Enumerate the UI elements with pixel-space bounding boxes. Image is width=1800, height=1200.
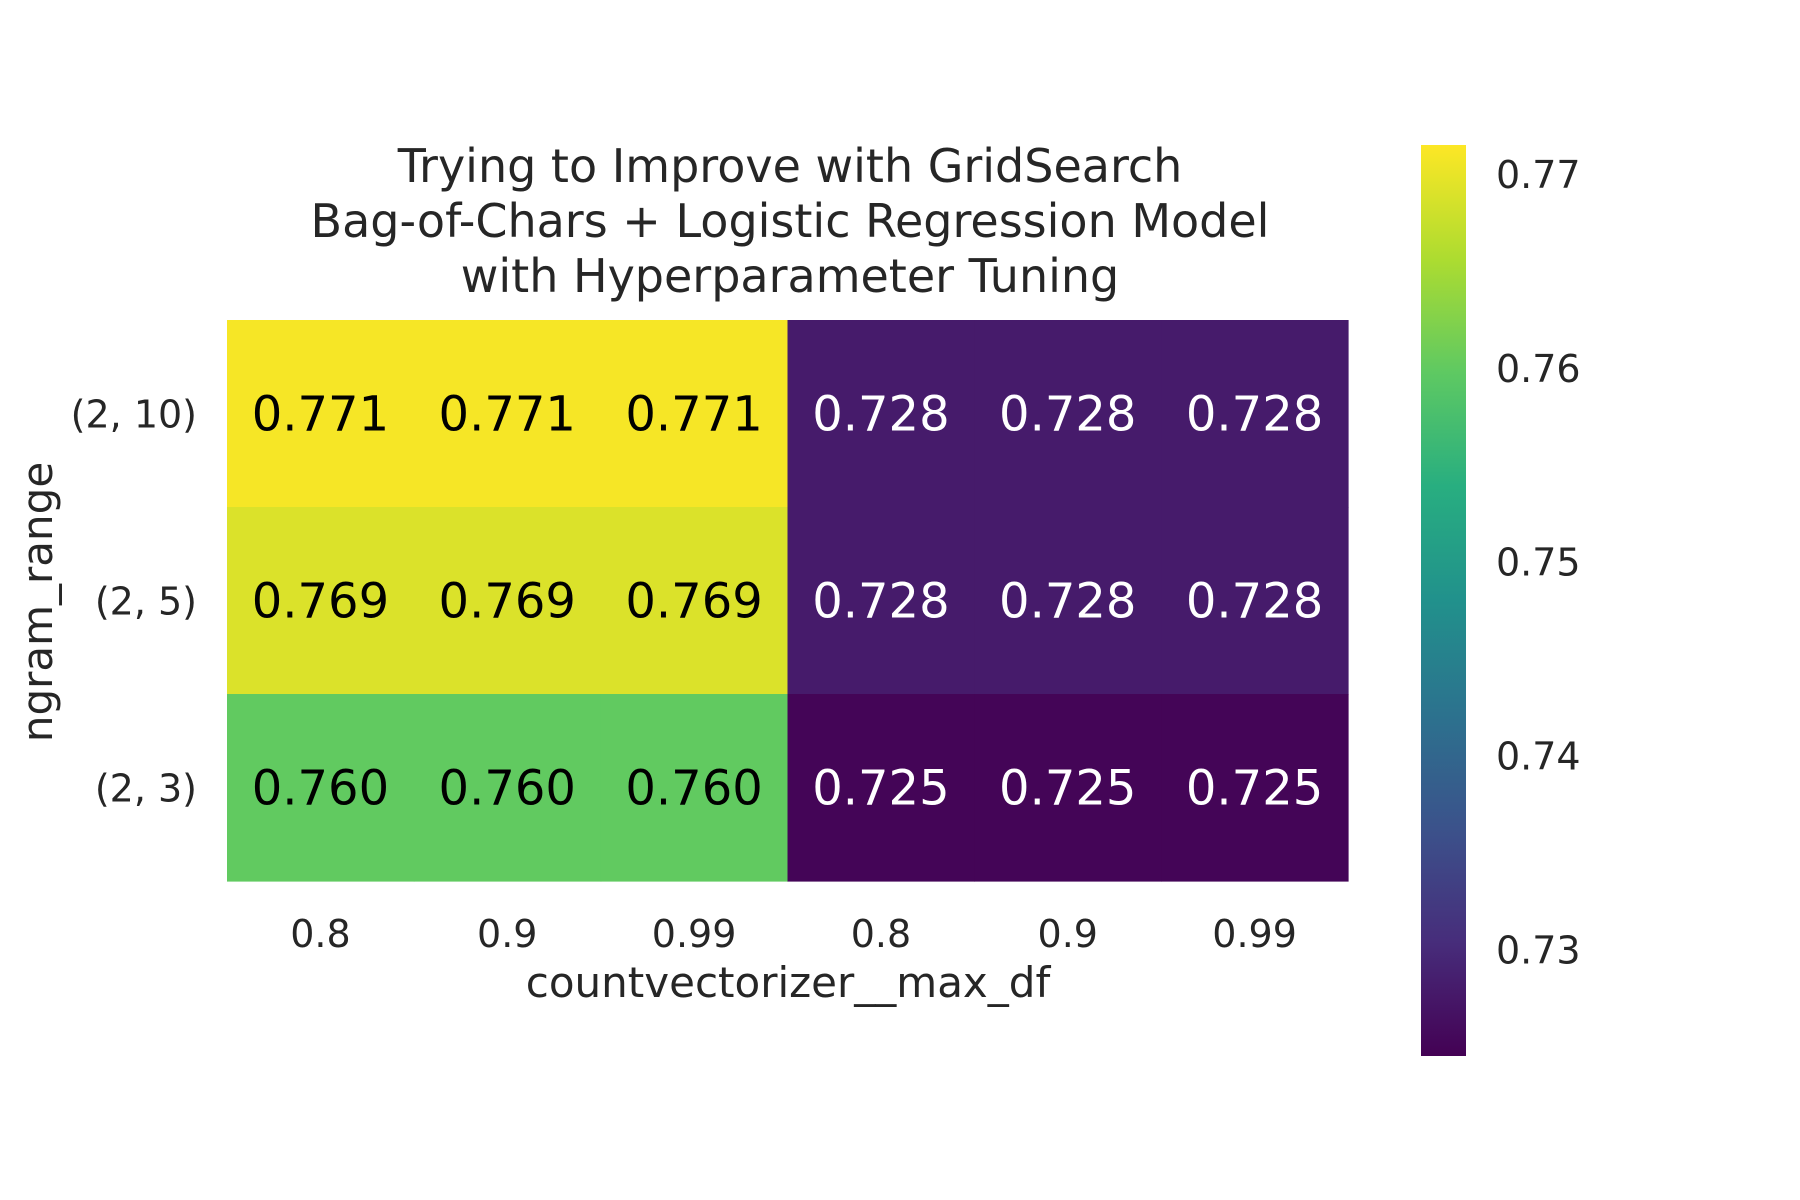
chart-title-line-3: with Hyperparameter Tuning bbox=[461, 249, 1119, 303]
x-tick-label: 0.8 bbox=[290, 912, 350, 956]
heatmap-cell bbox=[413, 320, 602, 508]
heatmap-cell-label: 0.769 bbox=[252, 574, 389, 630]
heatmap-cell bbox=[787, 320, 975, 508]
heatmap-cell bbox=[1161, 507, 1349, 695]
heatmap-cell bbox=[787, 694, 975, 882]
heatmap-cell-label: 0.728 bbox=[1186, 574, 1323, 630]
x-tick-label: 0.99 bbox=[652, 912, 737, 956]
heatmap-cell-label: 0.771 bbox=[252, 387, 389, 443]
heatmap-cells bbox=[227, 320, 1349, 882]
heatmap-cell-labels: 0.771 0.771 0.771 0.728 0.728 0.728 0.769 0.769… bbox=[252, 387, 1324, 817]
colorbar-tick-label: 0.73 bbox=[1496, 928, 1581, 972]
heatmap-cell bbox=[600, 320, 789, 508]
chart-title-line-1: Trying to Improve with GridSearch bbox=[397, 139, 1183, 193]
x-axis-label: countvectorizer__max_df bbox=[526, 958, 1052, 1007]
y-axis-tick-labels: (2, 10) (2, 5) (2, 3) bbox=[71, 393, 197, 811]
colorbar-tick-label: 0.75 bbox=[1496, 541, 1581, 585]
heatmap-cell-label: 0.725 bbox=[812, 761, 949, 817]
colorbar-tick-labels: 0.73 0.74 0.75 0.76 0.77 bbox=[1496, 153, 1581, 972]
heatmap-cell-label: 0.728 bbox=[999, 574, 1136, 630]
heatmap-cell-label: 0.769 bbox=[625, 574, 762, 630]
colorbar-tick-label: 0.77 bbox=[1496, 153, 1581, 197]
heatmap-cell bbox=[974, 320, 1162, 508]
heatmap-cell bbox=[413, 694, 602, 882]
heatmap-cell-label: 0.760 bbox=[252, 761, 389, 817]
heatmap-cell bbox=[787, 507, 975, 695]
colorbar: 0.73 0.74 0.75 0.76 0.77 bbox=[1421, 145, 1581, 1056]
colorbar-tick-label: 0.76 bbox=[1496, 347, 1581, 391]
heatmap-cell bbox=[227, 694, 415, 882]
heatmap-cell bbox=[600, 694, 789, 882]
heatmap-cell-label: 0.760 bbox=[439, 761, 576, 817]
heatmap-cell-label: 0.728 bbox=[812, 387, 949, 443]
heatmap-cell bbox=[974, 507, 1162, 695]
y-tick-label: (2, 3) bbox=[95, 767, 197, 811]
heatmap-cell bbox=[413, 507, 602, 695]
heatmap-cell bbox=[1161, 320, 1349, 508]
y-tick-label: (2, 5) bbox=[95, 580, 197, 624]
heatmap-cell-label: 0.728 bbox=[1186, 387, 1323, 443]
heatmap-cell-label: 0.760 bbox=[625, 761, 762, 817]
colorbar-gradient bbox=[1421, 145, 1466, 1056]
x-axis-tick-labels: 0.8 0.9 0.99 0.8 0.9 0.99 bbox=[290, 912, 1297, 956]
x-tick-label: 0.9 bbox=[477, 912, 537, 956]
heatmap-cell bbox=[227, 507, 415, 695]
heatmap-cell bbox=[227, 320, 415, 508]
heatmap-cell-label: 0.728 bbox=[999, 387, 1136, 443]
heatmap-cell-label: 0.769 bbox=[439, 574, 576, 630]
heatmap-cell bbox=[974, 694, 1162, 882]
heatmap-cell bbox=[600, 507, 789, 695]
heatmap-cell-label: 0.725 bbox=[1186, 761, 1323, 817]
heatmap-cell-label: 0.771 bbox=[439, 387, 576, 443]
y-axis-label: ngram_range bbox=[13, 462, 62, 742]
x-tick-label: 0.99 bbox=[1212, 912, 1297, 956]
heatmap-cell-label: 0.771 bbox=[625, 387, 762, 443]
chart-title-line-2: Bag-of-Chars + Logistic Regression Model bbox=[311, 194, 1270, 248]
chart-title: Trying to Improve with GridSearch Bag-of… bbox=[311, 139, 1270, 303]
heatmap-cell-label: 0.728 bbox=[812, 574, 949, 630]
x-tick-label: 0.9 bbox=[1038, 912, 1098, 956]
y-tick-label: (2, 10) bbox=[71, 393, 197, 437]
x-tick-label: 0.8 bbox=[851, 912, 911, 956]
colorbar-tick-label: 0.74 bbox=[1496, 735, 1581, 779]
heatmap-cell-label: 0.725 bbox=[999, 761, 1136, 817]
heatmap-cell bbox=[1161, 694, 1349, 882]
